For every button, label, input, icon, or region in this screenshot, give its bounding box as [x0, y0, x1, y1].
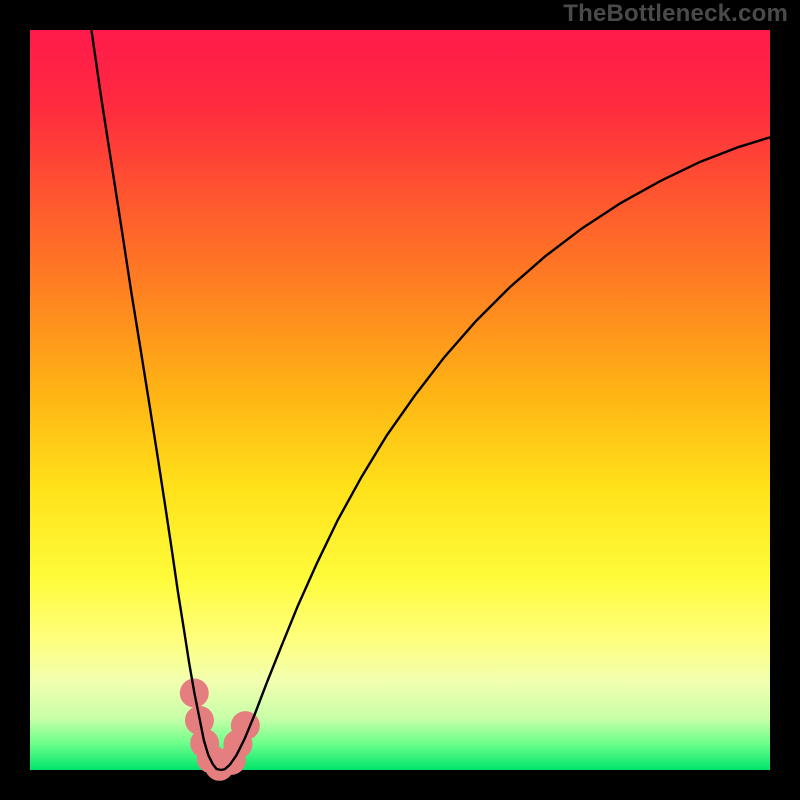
- bottleneck-chart: [0, 0, 800, 800]
- chart-frame: TheBottleneck.com: [0, 0, 800, 800]
- watermark-label: TheBottleneck.com: [563, 0, 788, 28]
- plot-background: [30, 30, 770, 770]
